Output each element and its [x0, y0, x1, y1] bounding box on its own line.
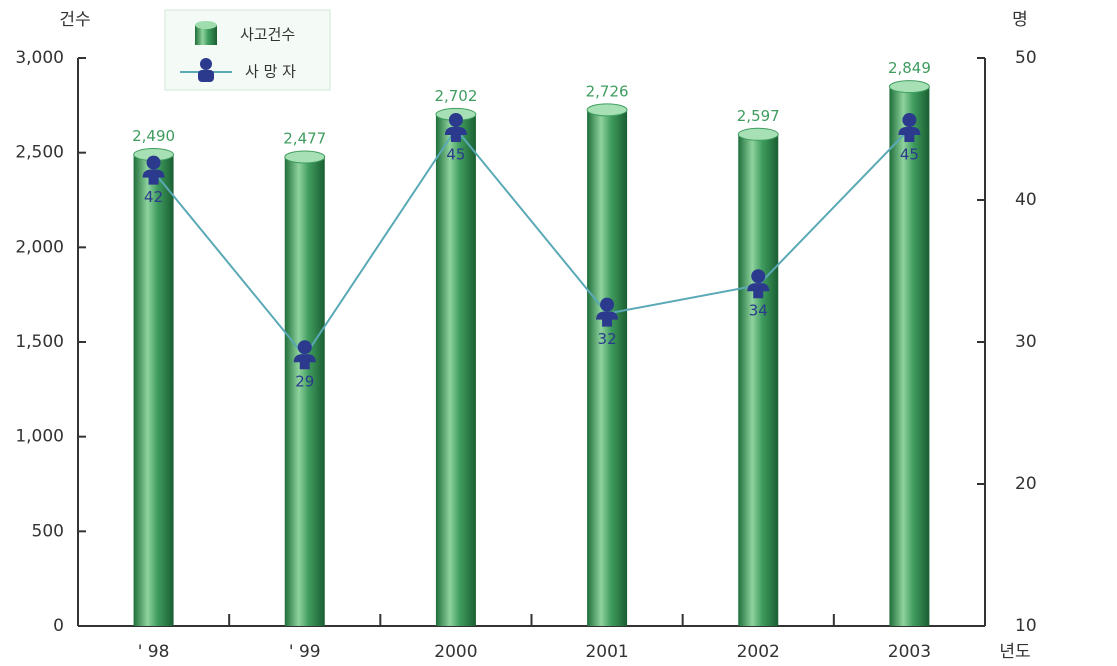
line-value-label: 29	[295, 373, 314, 391]
legend-label: 사 망 자	[245, 63, 296, 81]
bar	[738, 134, 779, 626]
y-tick-label: 3,000	[15, 48, 64, 68]
marker-body	[293, 354, 316, 370]
y-tick-label: 2,500	[15, 143, 64, 163]
bar-cap	[284, 150, 326, 164]
y2-axis-title: 명	[1012, 10, 1028, 30]
bar	[587, 109, 628, 627]
person-marker	[596, 297, 619, 327]
bar-value-label: 2,726	[586, 82, 629, 100]
y2-tick-label: 10	[1015, 616, 1037, 636]
bar	[133, 154, 174, 626]
bar	[435, 114, 476, 627]
bar	[889, 86, 930, 626]
bar	[284, 157, 325, 626]
bar-cap	[586, 103, 628, 117]
x-tick-label: ' 99	[289, 642, 321, 662]
line	[152, 127, 911, 358]
marker-body	[444, 126, 467, 142]
x-tick-label: 2003	[888, 642, 931, 662]
y-axis-title: 건수	[59, 10, 90, 30]
marker-body	[898, 126, 921, 142]
marker-head	[448, 113, 463, 127]
legend-marker	[200, 58, 212, 70]
bar-value-label: 2,597	[737, 107, 780, 125]
y-tick-label: 2,000	[15, 237, 64, 257]
marker-head	[146, 155, 161, 170]
line-value-label: 42	[144, 188, 163, 206]
legend-box	[164, 9, 331, 91]
y2-tick-label: 50	[1015, 48, 1037, 68]
x-tick-label: 2002	[737, 642, 780, 662]
x-tick-label: 2001	[585, 642, 628, 662]
bar-value-label: 2,702	[434, 87, 477, 105]
person-marker	[444, 113, 467, 142]
bar-cap	[737, 127, 779, 141]
person-marker	[747, 269, 770, 299]
y-tick-label: 0	[53, 616, 64, 636]
marker-head	[297, 340, 312, 355]
x-tick-label: ' 98	[138, 642, 170, 662]
y-tick-label: 500	[32, 521, 64, 541]
legend-label: 사고건수	[240, 26, 295, 44]
y2-tick-label: 30	[1015, 332, 1037, 352]
person-marker	[293, 340, 316, 370]
line-value-label: 45	[446, 146, 465, 164]
marker-head	[600, 297, 615, 312]
x-axis-title: 년도	[999, 642, 1030, 662]
legend-swatch-cap	[195, 21, 217, 29]
legend: 사고건수 사 망 자	[164, 9, 331, 91]
person-marker	[898, 113, 921, 142]
legend-marker	[198, 70, 214, 82]
bar-value-label: 2,490	[132, 127, 175, 145]
line-value-label: 34	[749, 302, 768, 320]
legend-swatch	[195, 25, 217, 45]
line-value-label: 45	[900, 146, 919, 164]
bar-value-label: 2,477	[283, 130, 326, 148]
bar-cap	[888, 80, 930, 94]
y-tick-label: 1,000	[15, 427, 64, 447]
person-marker	[142, 155, 165, 185]
y-tick-label: 1,500	[15, 332, 64, 352]
bar-value-label: 2,849	[888, 59, 931, 77]
marker-body	[747, 283, 770, 299]
line-value-label: 32	[598, 330, 617, 348]
y2-tick-label: 20	[1015, 474, 1037, 494]
y2-tick-label: 40	[1015, 190, 1037, 210]
marker-head	[751, 269, 766, 284]
marker-body	[596, 311, 619, 327]
marker-head	[902, 113, 917, 127]
x-tick-label: 2000	[434, 642, 477, 662]
marker-body	[142, 169, 165, 185]
